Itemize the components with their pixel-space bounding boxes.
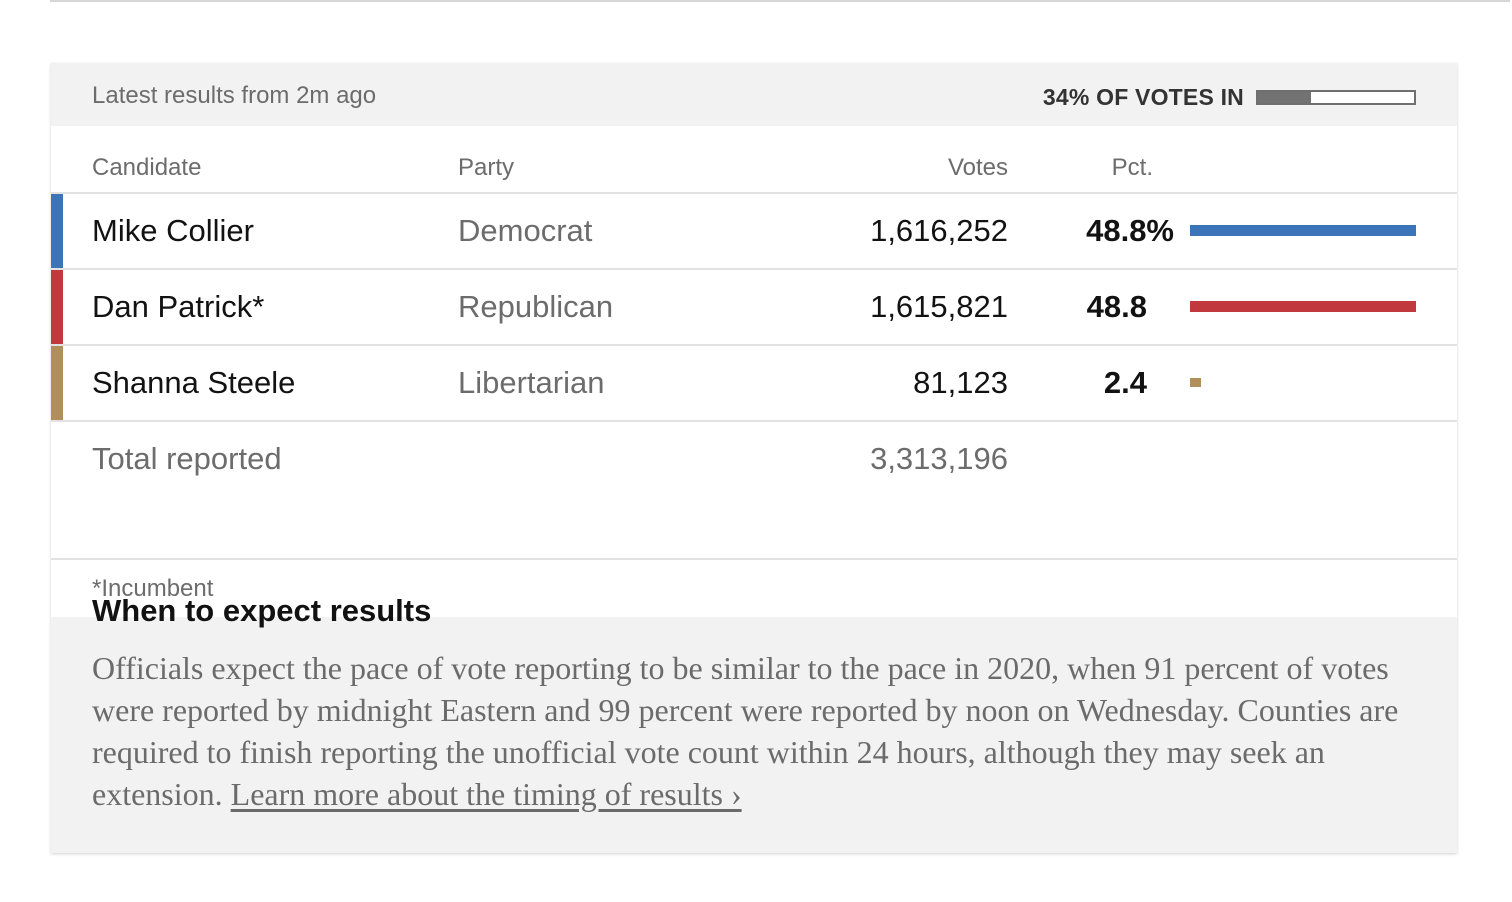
candidate-name: Dan Patrick* xyxy=(92,289,265,324)
results-timing-text: Officials expect the pace of vote report… xyxy=(92,650,1399,812)
candidate-row-collier: Mike Collier Democrat 1,616,252 48.8% xyxy=(51,192,1457,268)
party-color-swatch xyxy=(51,270,63,344)
candidate-name: Shanna Steele xyxy=(92,365,296,400)
candidate-pct: 48.8 xyxy=(1086,289,1147,324)
last-updated-text: Latest results from 2m ago xyxy=(92,82,377,109)
candidate-votes: 1,615,821 xyxy=(870,289,1008,324)
pct-bar-track xyxy=(1190,301,1416,312)
column-header-votes: Votes xyxy=(947,154,1008,181)
results-timing-title: When to expect results xyxy=(92,593,432,628)
candidate-party: Democrat xyxy=(458,213,593,248)
votes-in-label: 34% OF VOTES IN xyxy=(1042,84,1244,110)
column-header-party: Party xyxy=(458,154,515,181)
votes-in-indicator: 34% OF VOTES IN xyxy=(1043,84,1416,111)
candidate-votes: 1,616,252 xyxy=(870,213,1008,248)
results-timing-section: When to expect results Officials expect … xyxy=(92,593,1422,815)
pct-bar xyxy=(1190,301,1416,312)
candidate-party: Republican xyxy=(458,289,614,324)
results-card: Latest results from 2m ago 34% OF VOTES … xyxy=(51,63,1457,853)
column-header-pct: Pct. xyxy=(1111,154,1153,181)
results-table: Candidate Party Votes Pct. Mike Collier … xyxy=(51,126,1457,617)
pct-bar-track xyxy=(1190,225,1416,236)
pct-bar-track xyxy=(1190,377,1416,388)
results-timing-body: Officials expect the pace of vote report… xyxy=(92,647,1422,815)
column-header-candidate: Candidate xyxy=(92,154,202,181)
votes-in-progress-fill xyxy=(1258,92,1312,103)
total-label: Total reported xyxy=(92,441,282,476)
incumbent-footnote: *Incumbent xyxy=(92,575,214,602)
candidate-party: Libertarian xyxy=(458,365,605,400)
learn-more-link[interactable]: Learn more about the timing of results › xyxy=(230,776,742,812)
pct-bar xyxy=(1190,378,1201,387)
votes-in-progress-bar xyxy=(1256,90,1416,105)
candidate-pct: 48.8% xyxy=(1086,213,1174,248)
table-bottom-divider xyxy=(51,558,1457,560)
total-votes: 3,313,196 xyxy=(870,441,1008,476)
results-header: Latest results from 2m ago 34% OF VOTES … xyxy=(51,63,1457,126)
candidate-votes: 81,123 xyxy=(913,365,1008,400)
party-color-swatch xyxy=(51,346,63,420)
candidate-pct: 2.4 xyxy=(1103,365,1147,400)
total-reported-row: Total reported 3,313,196 xyxy=(51,420,1457,560)
candidate-name: Mike Collier xyxy=(92,213,254,248)
party-color-swatch xyxy=(51,194,63,268)
candidate-row-steele: Shanna Steele Libertarian 81,123 2.4 xyxy=(51,344,1457,420)
pct-bar xyxy=(1190,225,1416,236)
candidate-row-patrick: Dan Patrick* Republican 1,615,821 48.8 xyxy=(51,268,1457,344)
top-divider xyxy=(50,0,1510,2)
